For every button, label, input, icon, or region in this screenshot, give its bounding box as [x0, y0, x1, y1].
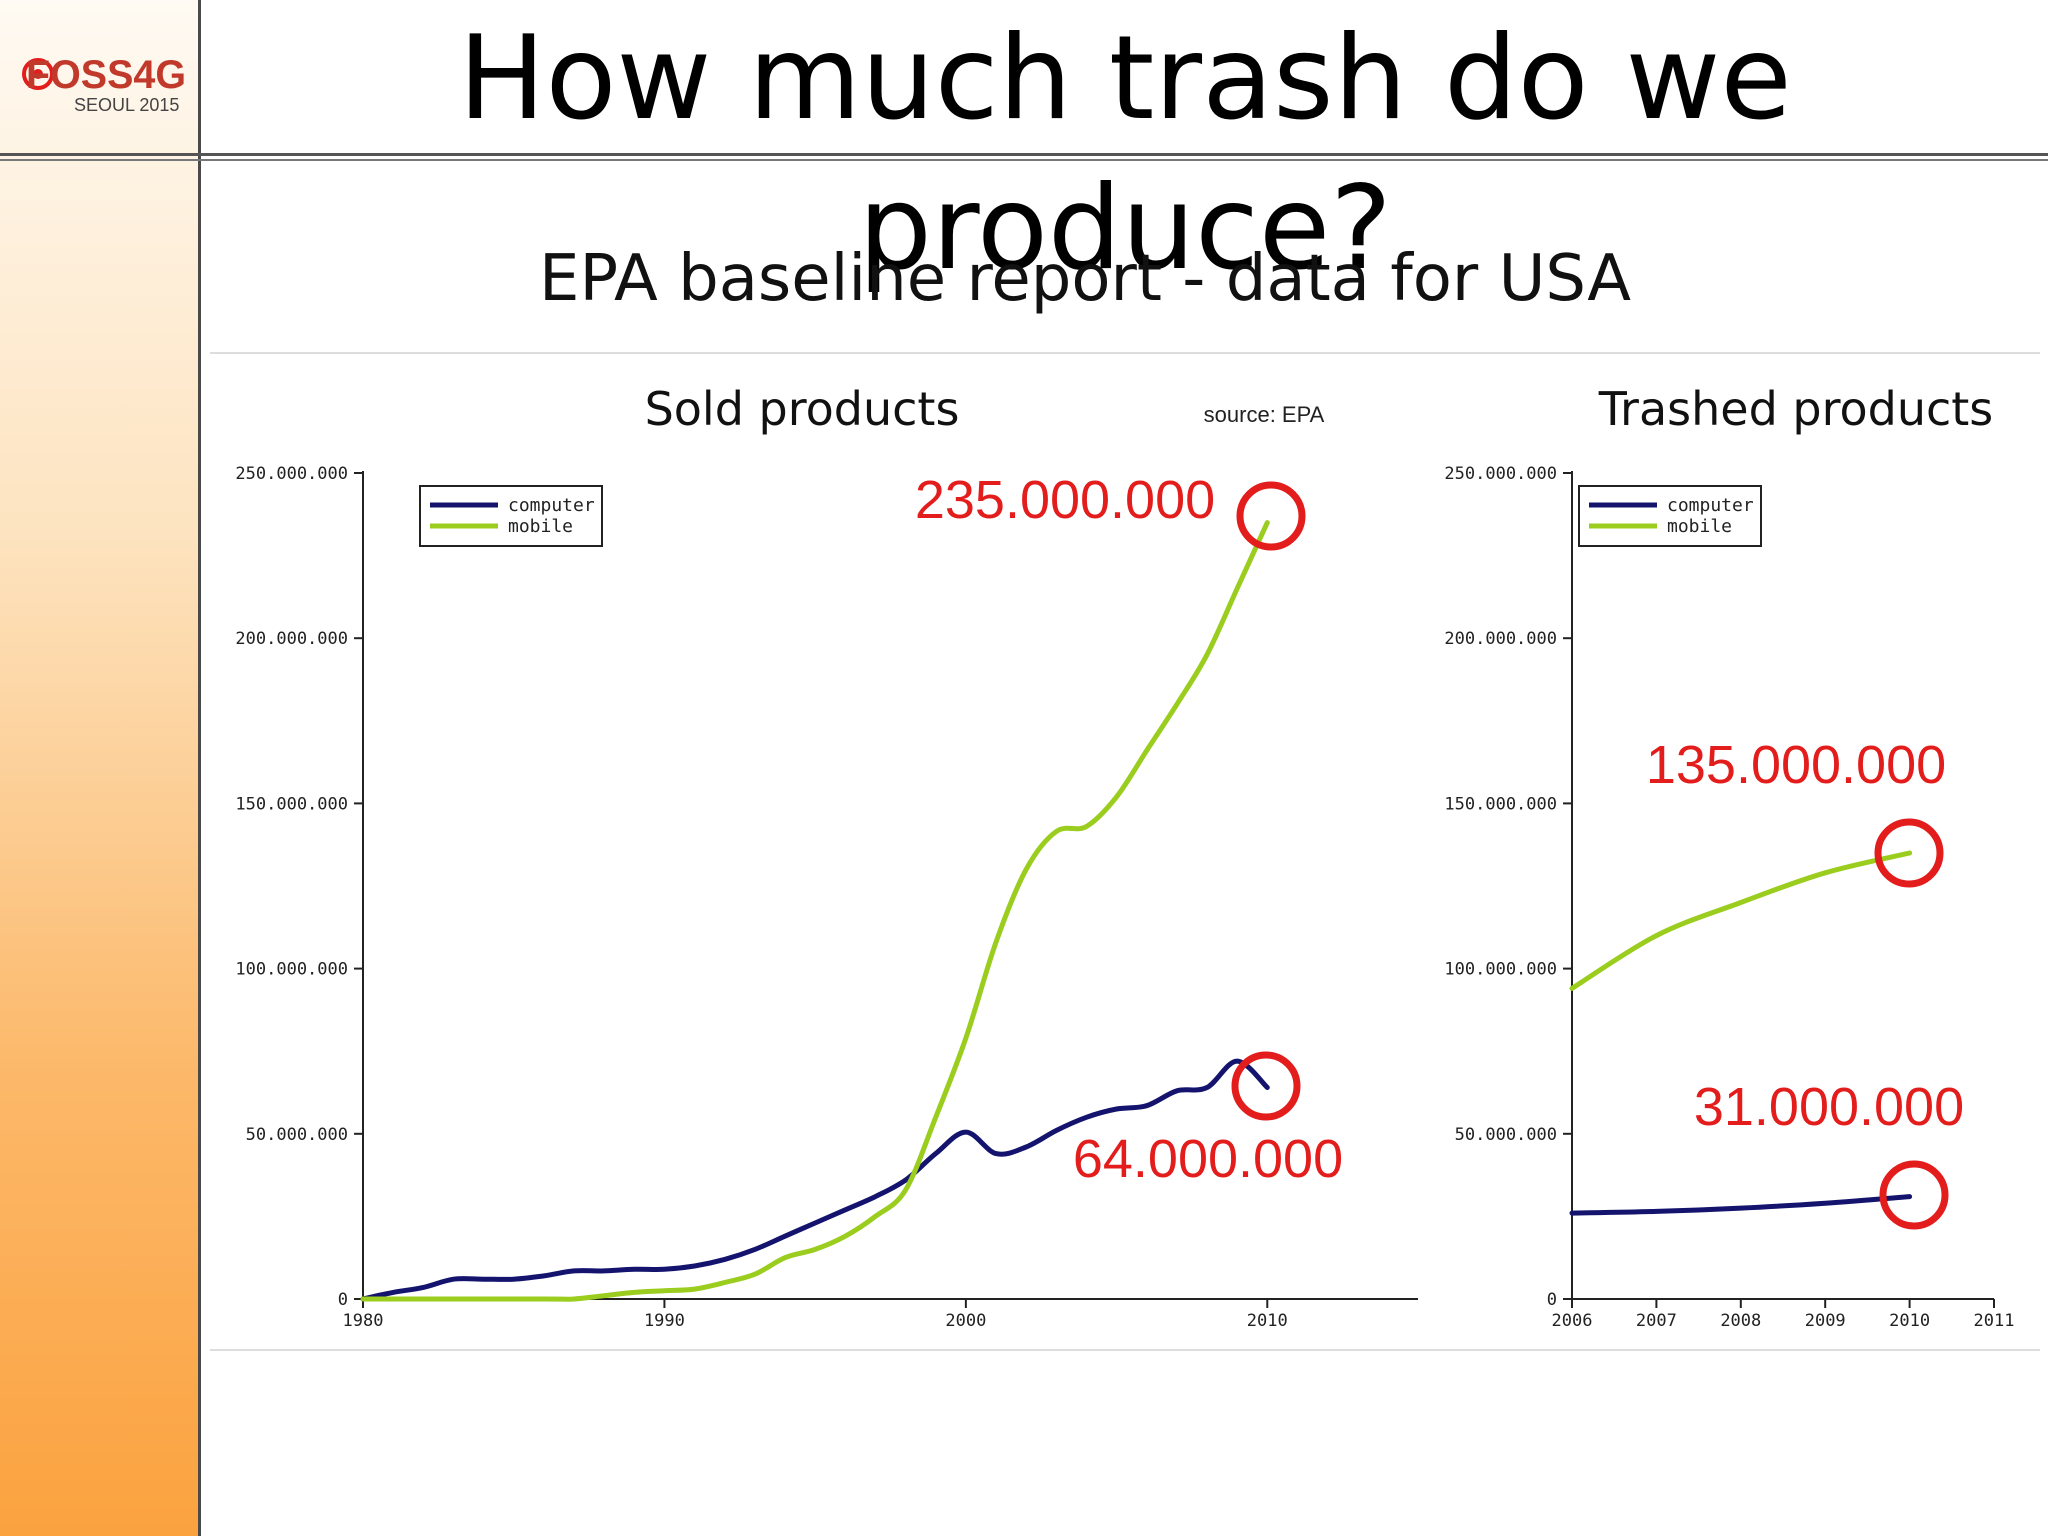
x-tick-label: 2008 [1720, 1311, 1761, 1331]
y-tick-label: 100.000.000 [1444, 960, 1557, 980]
y-tick-label: 200.000.000 [1444, 629, 1557, 649]
y-tick-label: 250.000.000 [235, 464, 348, 484]
annotation-circle [1236, 481, 1306, 551]
annotation-label: 135.000.000 [1646, 735, 1946, 795]
y-tick-label: 250.000.000 [1444, 464, 1557, 484]
figure-heading: EPA baseline report - data for USA [539, 242, 1631, 316]
x-tick-label: 1980 [343, 1311, 384, 1331]
x-tick-label: 1990 [644, 1311, 685, 1331]
legend-label-computer: computer [508, 495, 595, 516]
y-tick-label: 50.000.000 [1455, 1125, 1557, 1145]
annotation-label: 235.000.000 [915, 470, 1215, 530]
legend-label-mobile: mobile [1667, 516, 1732, 537]
logo-text: FOSS4G [26, 53, 186, 97]
annotation-label: 31.000.000 [1694, 1077, 1964, 1137]
y-tick-label: 150.000.000 [1444, 794, 1557, 814]
x-tick-label: 2011 [1974, 1311, 2015, 1331]
series-line-mobile [1569, 850, 1913, 991]
foss4g-logo: FOSS4G SEOUL 2015 [22, 53, 186, 115]
sidebar-gradient [0, 0, 198, 1536]
x-tick-label: 2006 [1552, 1311, 1593, 1331]
slide-title: How much trash do we produce? [458, 11, 1792, 296]
x-tick-label: 2009 [1805, 1311, 1846, 1331]
chart-title: Trashed products [1598, 382, 1994, 436]
legend-label-computer: computer [1667, 495, 1754, 516]
x-tick-label: 2010 [1889, 1311, 1930, 1331]
annotation-circle [1879, 1160, 1949, 1230]
legend-label-mobile: mobile [508, 516, 573, 537]
sidebar-divider [198, 0, 201, 1536]
chart-title: Sold products [645, 382, 960, 436]
y-tick-label: 100.000.000 [235, 960, 348, 980]
title-rule [0, 153, 2048, 156]
y-tick-label: 200.000.000 [235, 629, 348, 649]
x-tick-label: 2007 [1636, 1311, 1677, 1331]
annotation-circle [1874, 818, 1944, 888]
chart-trashed-products: Trashed products 0 50.000.000 100.000.000 15… [1444, 382, 2014, 1331]
chart-sold-products: Sold products 0 50.000.000 100.000.000 150.0… [235, 382, 1418, 1331]
x-tick-label: 2000 [945, 1311, 986, 1331]
logo-subtext: SEOUL 2015 [74, 95, 179, 115]
legend-box [419, 485, 603, 547]
x-tick-label: 2010 [1247, 1311, 1288, 1331]
y-tick-label: 150.000.000 [235, 794, 348, 814]
annotation-circle [1231, 1051, 1301, 1121]
legend-box [1578, 485, 1762, 547]
series-line-computer [1569, 1194, 1913, 1216]
series-line-mobile [360, 520, 1270, 1302]
title-rule-thin [0, 159, 2048, 161]
y-tick-label: 0 [1547, 1290, 1557, 1310]
y-tick-label: 50.000.000 [246, 1125, 348, 1145]
y-tick-label: 0 [338, 1290, 348, 1310]
annotation-label: 64.000.000 [1073, 1129, 1343, 1189]
source-label: source: EPA [1204, 402, 1325, 427]
series-line-computer [360, 1058, 1270, 1302]
